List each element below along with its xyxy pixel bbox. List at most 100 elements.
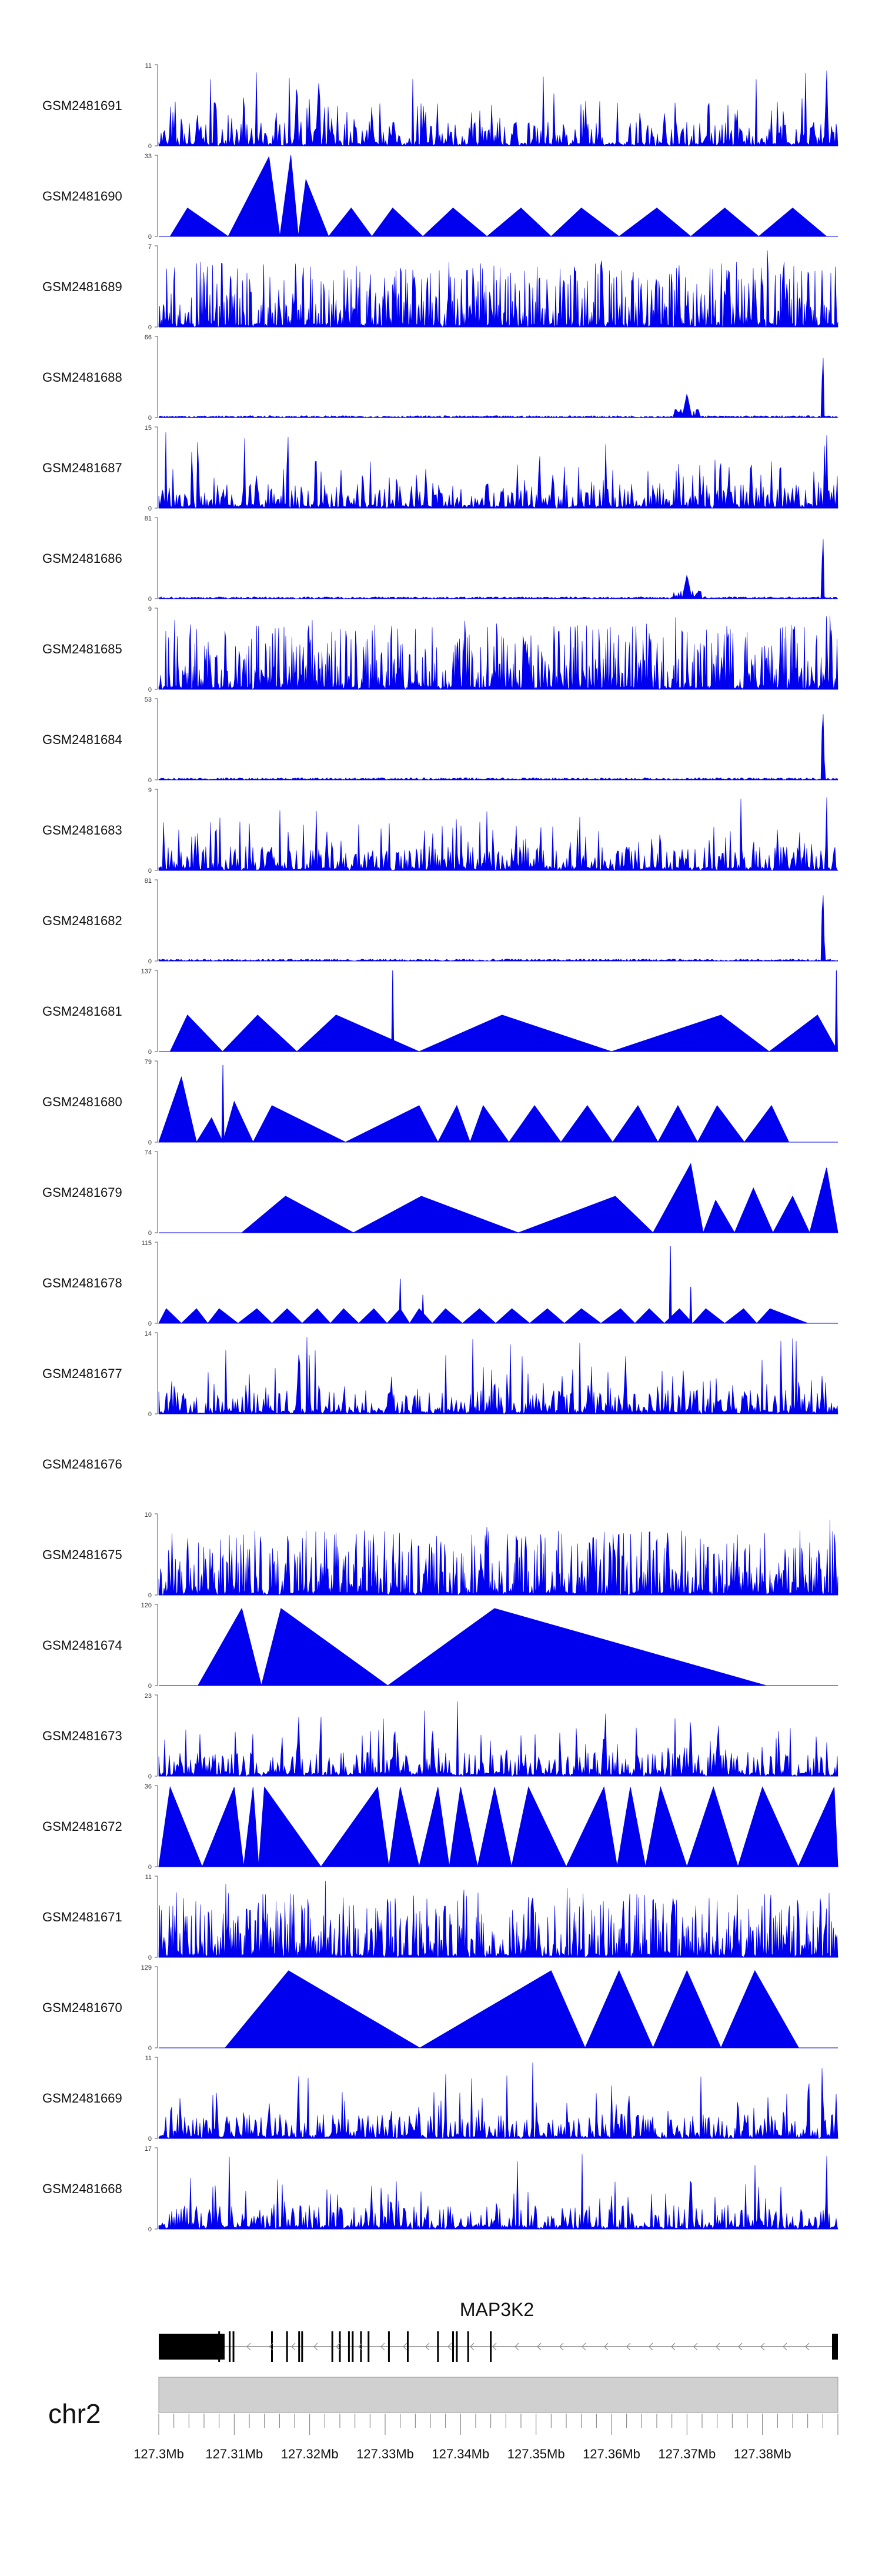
track-GSM2481674: GSM2481674 120 0 xyxy=(42,1602,838,1690)
track-label: GSM2481688 xyxy=(42,370,122,385)
chromosome-bar xyxy=(158,2377,838,2413)
coverage-area xyxy=(169,1015,838,1052)
track-GSM2481673: GSM2481673 23 0 xyxy=(42,1693,838,1780)
track-label: GSM2481690 xyxy=(42,189,122,203)
y-max-label: 15 xyxy=(145,425,152,432)
chromosome-axis-track: chr2 127.3Mb 127.31Mb 127.32Mb 127.33Mb 127.… xyxy=(48,2377,838,2461)
track-GSM2481670: GSM2481670 129 0 xyxy=(42,1964,838,2052)
track-label: GSM2481678 xyxy=(42,1276,122,1290)
track-GSM2481684: GSM2481684 53 0 xyxy=(42,696,838,784)
track-label: GSM2481687 xyxy=(42,461,122,475)
y-max-label: 137 xyxy=(141,968,152,975)
track-GSM2481691: GSM2481691 11 0 xyxy=(42,62,838,150)
coverage-area xyxy=(240,1163,838,1234)
coverage-spike xyxy=(221,1065,225,1143)
coverage-area xyxy=(158,1076,790,1143)
y-max-label: 11 xyxy=(145,2055,152,2062)
coverage-area xyxy=(158,615,838,690)
y-min-label: 0 xyxy=(148,596,152,603)
coverage-spike xyxy=(689,1286,693,1324)
gene-exon xyxy=(452,2331,454,2362)
gene-utr-block xyxy=(159,2334,225,2360)
y-max-label: 129 xyxy=(141,1964,152,1971)
track-label: GSM2481669 xyxy=(42,2091,122,2105)
track-GSM2481680: GSM2481680 79 0 xyxy=(42,1059,838,1146)
y-min-label: 0 xyxy=(148,1683,152,1690)
strand-arrow xyxy=(269,2343,273,2351)
coverage-area xyxy=(158,1701,838,1777)
axis-tick-label: 127.35Mb xyxy=(507,2447,565,2461)
gene-model-track: MAP3K2 xyxy=(159,2299,838,2362)
coverage-area xyxy=(158,250,838,328)
track-label: GSM2481684 xyxy=(42,732,122,747)
axis-tick-label: 127.38Mb xyxy=(734,2447,791,2461)
track-GSM2481678: GSM2481678 115 0 xyxy=(42,1240,838,1327)
gene-exon xyxy=(490,2331,492,2362)
coverage-spike xyxy=(834,970,838,1052)
coverage-area xyxy=(158,1519,838,1596)
strand-arrow xyxy=(246,2343,251,2351)
y-min-label: 0 xyxy=(148,2226,152,2233)
strand-arrow xyxy=(313,2343,318,2351)
coverage-area xyxy=(158,797,838,871)
axis-tick-label: 127.33Mb xyxy=(356,2447,414,2461)
coverage-tracks: GSM2481691110GSM2481690330GSM248168970GS… xyxy=(42,62,839,2233)
coverage-area xyxy=(158,2062,838,2139)
track-label: GSM2481668 xyxy=(42,2181,122,2196)
strand-arrow xyxy=(738,2343,743,2351)
strand-arrow xyxy=(380,2343,385,2351)
axis-tick-label: 127.31Mb xyxy=(205,2447,263,2461)
y-min-label: 0 xyxy=(148,1592,152,1599)
gene-exon xyxy=(218,2331,220,2362)
y-max-label: 23 xyxy=(145,1693,152,1700)
track-GSM2481676: GSM2481676 xyxy=(42,1457,122,1471)
gene-exon xyxy=(229,2331,231,2362)
gene-first-exon xyxy=(832,2334,838,2360)
strand-arrow xyxy=(626,2343,631,2351)
coverage-area xyxy=(158,1786,838,1868)
track-label: GSM2481673 xyxy=(42,1729,122,1743)
gene-exon xyxy=(232,2331,235,2362)
axis-tick-label: 127.36Mb xyxy=(583,2447,640,2461)
track-label: GSM2481685 xyxy=(42,642,122,656)
strand-arrow xyxy=(559,2343,564,2351)
coverage-area xyxy=(158,432,838,509)
y-min-label: 0 xyxy=(148,1411,152,1418)
axis-tick-label: 127.37Mb xyxy=(658,2447,716,2461)
y-max-label: 7 xyxy=(148,243,152,251)
gene-exon xyxy=(298,2331,300,2362)
track-label: GSM2481672 xyxy=(42,1819,122,1834)
gene-exon xyxy=(437,2331,439,2362)
y-min-label: 0 xyxy=(148,233,152,241)
y-min-label: 0 xyxy=(148,958,152,965)
strand-arrow xyxy=(649,2343,653,2351)
y-max-label: 79 xyxy=(145,1059,152,1066)
y-max-label: 9 xyxy=(148,787,152,794)
strand-arrow xyxy=(760,2343,765,2351)
coverage-area xyxy=(158,1308,808,1324)
track-label: GSM2481680 xyxy=(42,1095,122,1109)
gene-exon xyxy=(286,2331,288,2362)
coverage-spike xyxy=(669,1246,672,1324)
strand-arrow xyxy=(604,2343,609,2351)
gene-exon xyxy=(387,2331,390,2362)
coverage-area xyxy=(158,539,838,599)
y-max-label: 66 xyxy=(145,334,152,341)
gene-exon xyxy=(467,2331,469,2362)
y-max-label: 10 xyxy=(145,1511,152,1519)
track-GSM2481677: GSM2481677 14 0 xyxy=(42,1330,838,1418)
axis-tick-label: 127.34Mb xyxy=(432,2447,489,2461)
track-GSM2481682: GSM2481682 81 0 xyxy=(42,877,838,965)
track-GSM2481679: GSM2481679 74 0 xyxy=(42,1149,838,1237)
coverage-area xyxy=(158,2154,838,2230)
coverage-area xyxy=(158,1880,838,1958)
gene-exon xyxy=(368,2331,370,2362)
gene-exon xyxy=(271,2331,273,2362)
y-max-label: 74 xyxy=(145,1149,152,1156)
y-max-label: 81 xyxy=(145,515,152,522)
y-min-label: 0 xyxy=(148,686,152,693)
track-label: GSM2481676 xyxy=(42,1457,122,1471)
y-min-label: 0 xyxy=(148,143,152,150)
strand-arrow xyxy=(671,2343,676,2351)
y-max-label: 120 xyxy=(141,1602,152,1609)
